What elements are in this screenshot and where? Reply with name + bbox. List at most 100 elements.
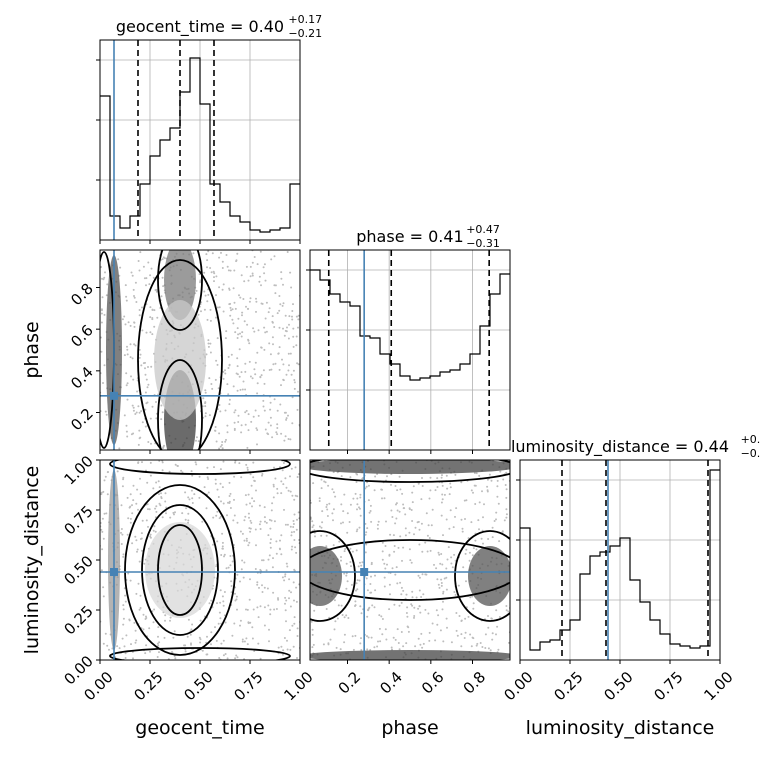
sample-point: [364, 551, 367, 554]
sample-point: [155, 505, 158, 508]
sample-point: [160, 404, 163, 407]
sample-point: [144, 391, 147, 394]
sample-point: [144, 652, 147, 655]
sample-point: [284, 329, 287, 332]
sample-point: [138, 560, 141, 563]
sample-point: [221, 486, 224, 489]
sample-point: [229, 314, 232, 317]
sample-point: [156, 656, 159, 658]
sample-point: [393, 603, 396, 606]
sample-point: [163, 444, 165, 447]
sample-point: [324, 481, 327, 484]
sample-point: [215, 294, 217, 297]
sample-point: [472, 607, 475, 610]
title-minus-error: −0.31: [466, 237, 500, 250]
sample-point: [153, 309, 156, 312]
sample-point: [211, 387, 214, 390]
sample-point: [424, 608, 427, 611]
sample-point: [271, 315, 274, 318]
sample-point: [482, 542, 484, 545]
sample-point: [255, 427, 258, 430]
sample-point: [101, 530, 104, 533]
sample-point: [147, 383, 150, 386]
sample-point: [475, 644, 478, 647]
sample-point: [263, 506, 266, 509]
sample-point: [240, 431, 243, 434]
sample-point: [123, 414, 126, 417]
sample-point: [149, 417, 152, 420]
sample-point: [136, 390, 139, 393]
sample-point: [256, 606, 259, 609]
sample-point: [246, 608, 249, 611]
sample-point: [262, 399, 265, 402]
sample-point: [249, 519, 252, 522]
sample-point: [147, 441, 150, 443]
sample-point: [172, 636, 175, 639]
sample-point: [258, 523, 261, 526]
sample-point: [287, 369, 290, 372]
sample-point: [216, 510, 219, 513]
sample-point: [384, 628, 387, 631]
sample-point: [376, 523, 379, 526]
sample-point: [281, 304, 284, 307]
sample-point: [214, 429, 216, 432]
sample-point: [291, 318, 294, 321]
sample-point: [106, 493, 109, 496]
sample-point: [241, 311, 244, 314]
sample-point: [453, 553, 456, 556]
sample-point: [421, 573, 424, 576]
sample-point: [376, 645, 379, 648]
sample-point: [276, 427, 279, 429]
sample-point: [421, 477, 423, 479]
sample-point: [271, 502, 274, 505]
sample-point: [224, 653, 227, 655]
sample-point: [505, 513, 508, 516]
sample-point: [130, 271, 133, 274]
sample-point: [343, 641, 346, 644]
sample-point: [229, 492, 232, 495]
sample-point: [204, 389, 207, 392]
sample-point: [247, 512, 250, 515]
sample-point: [329, 638, 332, 641]
sample-point: [129, 579, 132, 582]
sample-point: [122, 604, 125, 607]
sample-point: [484, 647, 487, 649]
sample-point: [277, 646, 280, 649]
sample-point: [213, 272, 216, 275]
sample-point: [486, 478, 489, 481]
sample-point: [121, 637, 124, 640]
sample-point: [352, 648, 355, 651]
sample-point: [291, 422, 294, 425]
sample-point: [207, 250, 210, 253]
sample-point: [191, 623, 194, 626]
sample-point: [491, 526, 494, 529]
x-tick-label: 0.8: [460, 668, 490, 698]
sample-point: [374, 589, 377, 592]
sample-point: [280, 432, 283, 435]
sample-point: [191, 497, 194, 500]
sample-point: [402, 503, 405, 506]
sample-point: [135, 411, 138, 414]
sample-point: [286, 326, 288, 329]
sample-point: [263, 516, 266, 519]
sample-point: [142, 265, 145, 268]
sample-point: [345, 562, 348, 565]
sample-point: [252, 461, 255, 464]
sample-point: [493, 520, 496, 522]
sample-point: [241, 314, 243, 317]
sample-point: [125, 430, 128, 433]
sample-point: [401, 559, 403, 562]
sample-point: [132, 378, 135, 381]
sample-point: [457, 584, 460, 587]
sample-point: [214, 426, 217, 428]
sample-point: [258, 280, 261, 283]
sample-point: [347, 617, 350, 619]
sample-point: [118, 647, 121, 650]
sample-point: [127, 321, 130, 324]
sample-point: [233, 427, 236, 430]
sample-point: [418, 576, 421, 579]
sample-point: [269, 353, 272, 356]
sample-point: [129, 356, 132, 359]
sample-point: [453, 591, 456, 593]
sample-point: [332, 491, 335, 494]
